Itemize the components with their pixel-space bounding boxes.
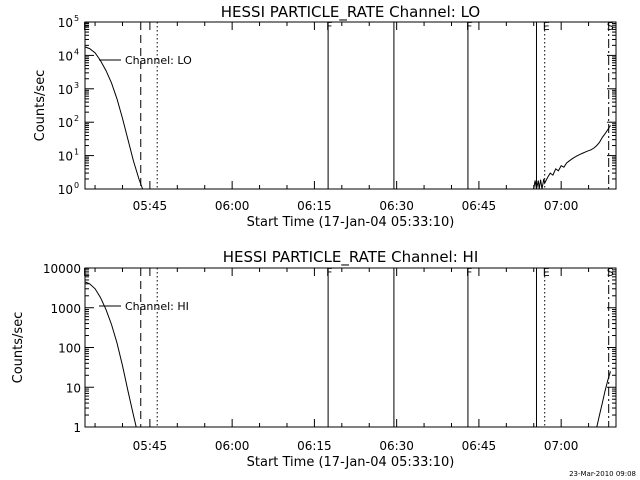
y-tick-label: 1000 <box>50 302 81 316</box>
event-marker-label: E <box>83 20 90 33</box>
event-marker-label: S <box>607 20 614 33</box>
y-tick-exponent: 2 <box>74 114 79 123</box>
y-tick-label: 1 <box>73 421 81 435</box>
x-tick-label: 06:30 <box>379 439 414 453</box>
event-marker-label: F <box>326 20 332 33</box>
y-axis-label: Counts/sec <box>11 312 26 384</box>
y-axis-label: Counts/sec <box>33 70 48 142</box>
x-tick-label: 06:00 <box>215 199 250 213</box>
x-tick-label: 06:15 <box>297 199 332 213</box>
legend-label: Channel: LO <box>125 54 192 67</box>
y-tick-label: 10000 <box>43 262 81 276</box>
hi-channel-panel: HESSI PARTICLE_RATE Channel: HI Start Tim… <box>11 248 617 470</box>
x-tick-label: 06:15 <box>297 439 332 453</box>
y-tick-exponent: 4 <box>74 47 79 56</box>
x-tick-label: 06:30 <box>379 199 414 213</box>
series-line <box>533 125 611 190</box>
chart-title: HESSI PARTICLE_RATE Channel: LO <box>221 3 480 22</box>
series-line <box>84 46 144 190</box>
y-tick-exponent: 5 <box>74 14 79 23</box>
y-tick-exponent: 1 <box>74 148 79 157</box>
lo-channel-panel: HESSI PARTICLE_RATE Channel: LO Start Tim… <box>33 3 617 230</box>
series-line <box>596 371 611 428</box>
y-tick-label: 10 <box>58 16 73 30</box>
x-tick-label: 06:45 <box>462 439 497 453</box>
y-tick-label: 10 <box>58 49 73 63</box>
y-tick-label: 100 <box>58 342 81 356</box>
x-tick-label: 07:00 <box>544 199 579 213</box>
event-marker-label: E <box>83 266 90 279</box>
x-tick-label: 06:00 <box>215 439 250 453</box>
event-marker-label: E <box>543 20 550 33</box>
y-tick-label: 10 <box>66 381 81 395</box>
print-timestamp: 23-Mar-2010 09:08 <box>569 470 636 478</box>
event-marker-label: S <box>607 266 614 279</box>
x-axis-label: Start Time (17-Jan-04 05:33:10) <box>247 215 455 230</box>
y-tick-label: 10 <box>58 83 73 97</box>
x-tick-label: 06:45 <box>462 199 497 213</box>
y-tick-label: 10 <box>58 183 73 197</box>
chart-title: HESSI PARTICLE_RATE Channel: HI <box>223 248 479 267</box>
x-tick-label: 05:45 <box>133 199 168 213</box>
y-tick-label: 10 <box>58 116 73 130</box>
event-marker-label: E <box>543 266 550 279</box>
event-marker-label: F <box>466 20 472 33</box>
x-axis-label: Start Time (17-Jan-04 05:33:10) <box>247 455 455 470</box>
legend-label: Channel: HI <box>125 300 189 313</box>
x-tick-label: 05:45 <box>133 439 168 453</box>
series-line <box>84 281 137 428</box>
y-tick-exponent: 0 <box>74 181 79 190</box>
x-tick-label: 07:00 <box>544 439 579 453</box>
y-tick-exponent: 3 <box>74 81 79 90</box>
event-marker-label: F <box>466 266 472 279</box>
y-tick-label: 10 <box>58 150 73 164</box>
event-marker-label: F <box>326 266 332 279</box>
